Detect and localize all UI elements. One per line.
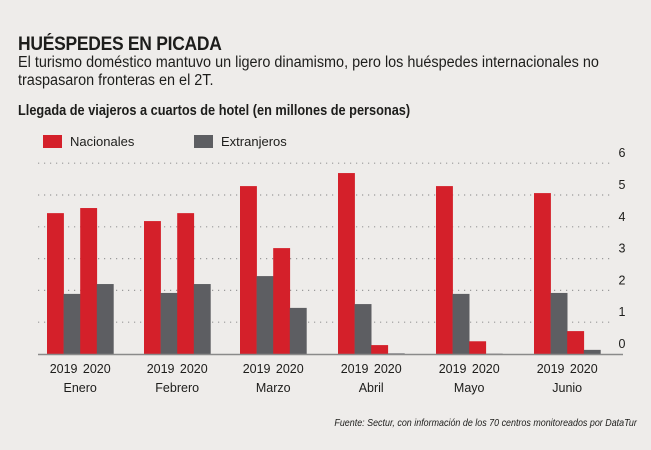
source-note: Fuente: Sectur, con información de los 7… [334, 417, 637, 429]
page-subtitle: El turismo doméstico mantuvo un ligero d… [18, 54, 599, 89]
x-year-label: 2020 [570, 362, 598, 376]
page-title: HUÉSPEDES EN PICADA [18, 34, 222, 55]
x-month-label: Mayo [454, 381, 485, 395]
bar-extranjeros-2020-abril [387, 353, 405, 354]
bar-extranjeros-2019-enero [63, 293, 81, 354]
y-tick-label: 2 [619, 273, 626, 287]
bar-nacionales-2019-abril [338, 173, 355, 354]
bar-nacionales-2020-abril [371, 345, 389, 354]
bar-nacionales-2019-enero [47, 213, 64, 354]
x-month-label: Junio [552, 381, 582, 395]
x-year-label: 2019 [439, 362, 467, 376]
bar-nacionales-2019-febrero [144, 221, 161, 354]
x-month-label: Marzo [256, 381, 291, 395]
legend-label-extranjeros: Extranjeros [221, 134, 287, 149]
y-tick-label: 6 [619, 146, 626, 160]
x-year-label: 2020 [276, 362, 304, 376]
bar-nacionales-2020-mayo [469, 341, 487, 354]
legend-swatch-nacionales [43, 135, 62, 148]
y-tick-label: 1 [619, 305, 626, 319]
y-tick-label: 4 [619, 210, 626, 224]
x-year-label: 2019 [243, 362, 271, 376]
x-year-label: 2019 [537, 362, 565, 376]
bar-nacionales-2019-junio [534, 193, 551, 354]
bar-extranjeros-2020-junio [583, 349, 601, 354]
x-month-label: Enero [64, 381, 97, 395]
bar-extranjeros-2019-abril [354, 304, 372, 354]
bar-nacionales-2019-marzo [240, 186, 257, 354]
y-tick-label: 0 [619, 337, 626, 351]
legend-item-extranjeros: Extranjeros [194, 134, 287, 149]
bar-nacionales-2020-marzo [273, 248, 291, 354]
bar-extranjeros-2020-febrero [193, 284, 211, 354]
bar-extranjeros-2019-febrero [160, 292, 178, 354]
x-year-label: 2019 [50, 362, 78, 376]
x-year-label: 2020 [472, 362, 500, 376]
legend-label-nacionales: Nacionales [70, 134, 135, 149]
x-year-label: 2020 [180, 362, 208, 376]
x-year-label: 2019 [147, 362, 175, 376]
y-tick-label: 3 [619, 242, 626, 256]
bar-extranjeros-2019-mayo [452, 293, 470, 354]
x-month-label: Abril [359, 381, 384, 395]
bar-extranjeros-2019-junio [550, 292, 568, 354]
bar-nacionales-2019-mayo [436, 186, 453, 354]
bar-extranjeros-2020-marzo [289, 307, 307, 354]
bar-extranjeros-2020-enero [96, 284, 114, 354]
x-year-label: 2020 [374, 362, 402, 376]
x-month-label: Febrero [155, 381, 199, 395]
chart-title: Llegada de viajeros a cuartos de hotel (… [18, 103, 411, 119]
bar-extranjeros-2019-marzo [256, 276, 274, 354]
y-tick-label: 5 [619, 178, 626, 192]
bar-nacionales-2020-junio [567, 331, 585, 354]
legend-item-nacionales: Nacionales [43, 134, 134, 149]
bar-nacionales-2020-enero [80, 208, 98, 354]
x-year-label: 2019 [341, 362, 369, 376]
legend-swatch-extranjeros [194, 135, 213, 148]
x-year-label: 2020 [83, 362, 111, 376]
bar-nacionales-2020-febrero [177, 213, 195, 354]
